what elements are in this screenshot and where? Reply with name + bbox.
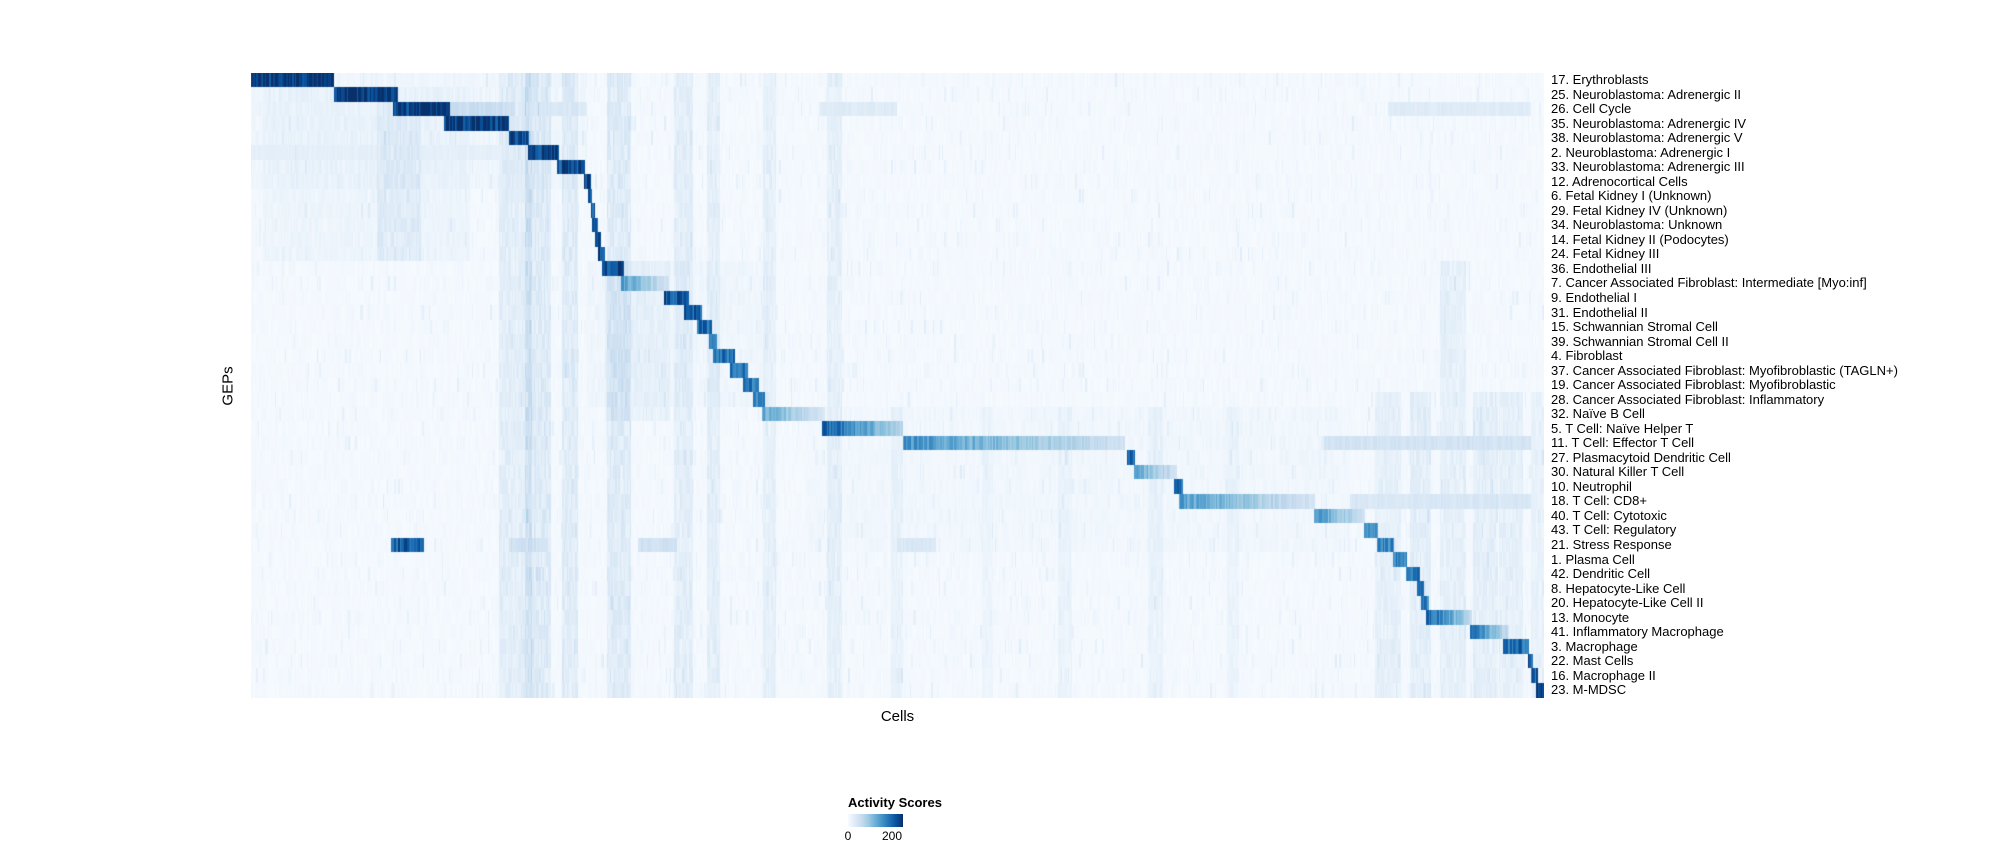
row-label: 31. Endothelial II: [1551, 304, 1648, 320]
row-label: 14. Fetal Kidney II (Podocytes): [1551, 231, 1729, 247]
row-label: 27. Plasmacytoid Dendritic Cell: [1551, 449, 1731, 465]
legend-title: Activity Scores: [848, 795, 942, 810]
legend-ticks: 0 200: [844, 829, 903, 845]
row-label: 35. Neuroblastoma: Adrenergic IV: [1551, 115, 1747, 131]
row-label: 10. Neutrophil: [1551, 478, 1632, 494]
row-label: 39. Schwannian Stromal Cell II: [1551, 333, 1729, 349]
row-label: 36. Endothelial III: [1551, 260, 1652, 276]
row-label: 1. Plasma Cell: [1551, 551, 1635, 567]
x-axis-label: Cells: [880, 708, 915, 725]
row-label: 25. Neuroblastoma: Adrenergic II: [1551, 86, 1742, 102]
legend-tick: 0: [844, 829, 852, 843]
y-axis-label: GEPs: [219, 366, 237, 406]
row-label: 43. T Cell: Regulatory: [1551, 522, 1677, 538]
row-label: 8. Hepatocyte-Like Cell: [1551, 580, 1686, 596]
row-label: 24. Fetal Kidney III: [1551, 246, 1660, 262]
row-label: 32. Naïve B Cell: [1551, 406, 1645, 422]
row-label: 6. Fetal Kidney I (Unknown): [1551, 188, 1712, 204]
row-label: 3. Macrophage: [1551, 638, 1638, 654]
row-label: 26. Cell Cycle: [1551, 101, 1632, 117]
row-label: 17. Erythroblasts: [1551, 72, 1649, 87]
row-label: 23. M-MDSC: [1551, 682, 1627, 698]
row-label: 37. Cancer Associated Fibroblast: Myofib…: [1551, 362, 1898, 378]
row-label: 13. Monocyte: [1551, 609, 1630, 625]
legend-gradient: [848, 814, 903, 827]
row-label: 16. Macrophage II: [1551, 667, 1656, 683]
row-labels: 17. Erythroblasts 25. Neuroblastoma: Adre…: [1551, 72, 1898, 698]
row-label: 11. T Cell: Effector T Cell: [1551, 435, 1695, 451]
row-label: 5. T Cell: Naïve Helper T: [1551, 420, 1694, 436]
row-label: 34. Neuroblastoma: Unknown: [1551, 217, 1723, 233]
row-label: 40. T Cell: Cytotoxic: [1551, 507, 1667, 523]
row-label: 30. Natural Killer T Cell: [1551, 464, 1685, 480]
row-label: 21. Stress Response: [1551, 537, 1672, 552]
row-label: 38. Neuroblastoma: Adrenergic V: [1551, 130, 1743, 146]
row-label: 2. Neuroblastoma: Adrenergic I: [1551, 144, 1731, 160]
row-label: 12. Adrenocortical Cells: [1551, 173, 1688, 189]
row-label: 20. Hepatocyte-Like Cell II: [1551, 595, 1704, 611]
heatmap-canvas: [251, 73, 1544, 698]
legend-tick: 200: [881, 829, 903, 843]
row-label: 18. T Cell: CD8+: [1551, 493, 1647, 509]
row-label: 29. Fetal Kidney IV (Unknown): [1551, 202, 1728, 218]
row-label: 19. Cancer Associated Fibroblast: Myofib…: [1551, 377, 1836, 393]
row-label: 9. Endothelial I: [1551, 289, 1638, 305]
legend: Activity Scores 0 200: [844, 795, 942, 845]
row-label: 33. Neuroblastoma: Adrenergic III: [1551, 159, 1745, 175]
row-label: 4. Fibroblast: [1551, 348, 1623, 364]
row-label: 42. Dendritic Cell: [1551, 566, 1650, 582]
row-label: 22. Mast Cells: [1551, 653, 1634, 669]
row-label: 28. Cancer Associated Fibroblast: Inflam…: [1551, 391, 1825, 407]
row-label: 7. Cancer Associated Fibroblast: Interme…: [1551, 275, 1867, 291]
row-label: 41. Inflammatory Macrophage: [1551, 624, 1724, 640]
row-label: 15. Schwannian Stromal Cell: [1551, 319, 1718, 335]
